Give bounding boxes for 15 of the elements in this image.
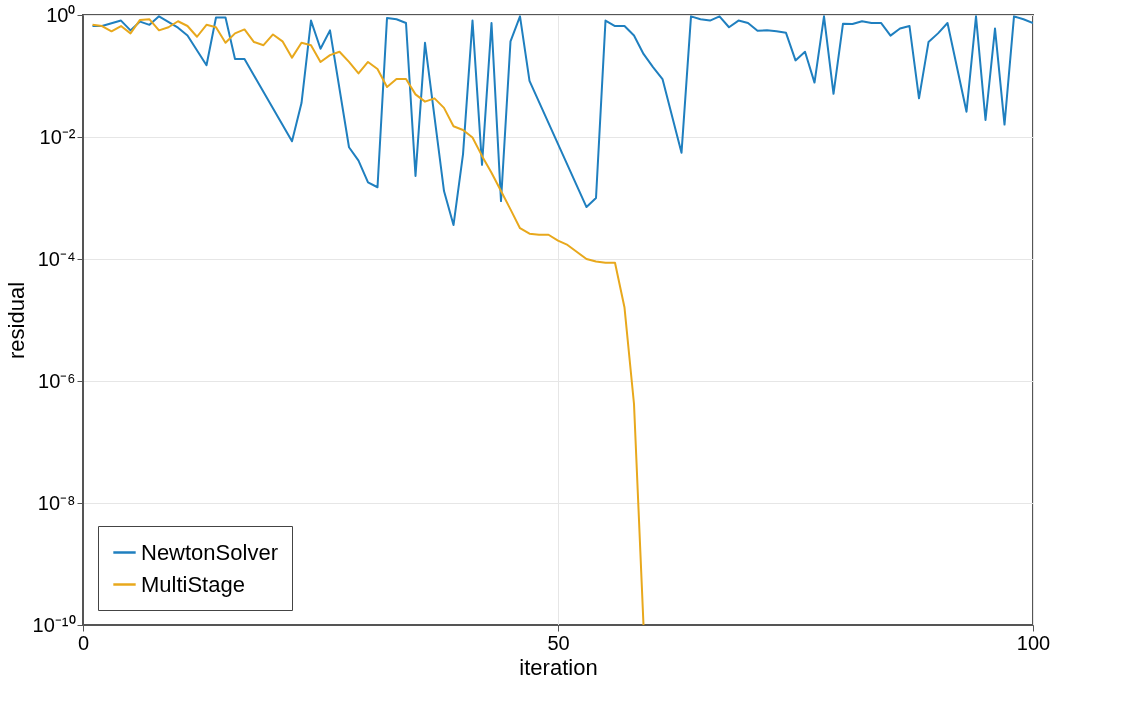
y-tick-label: 10⁻⁶	[38, 369, 76, 392]
line-series	[91, 18, 645, 625]
y-axis-title: residual	[3, 281, 29, 360]
y-tick-label: 10⁰	[46, 3, 76, 26]
legend-label: NewtonSolver	[141, 539, 278, 565]
x-tick-label: 0	[77, 631, 90, 654]
legend-label: MultiStage	[141, 571, 245, 597]
y-tick-label: 10⁻⁴	[37, 247, 76, 270]
line-series	[91, 15, 1033, 227]
x-tick-label: 50	[547, 631, 570, 654]
x-tick-label: 100	[1016, 631, 1051, 654]
y-tick-label: 10⁻¹⁰	[32, 613, 76, 636]
y-tick-label: 10⁻²	[39, 125, 76, 148]
y-tick-label: 10⁻⁸	[37, 491, 76, 514]
x-axis-title: iteration	[519, 654, 598, 680]
